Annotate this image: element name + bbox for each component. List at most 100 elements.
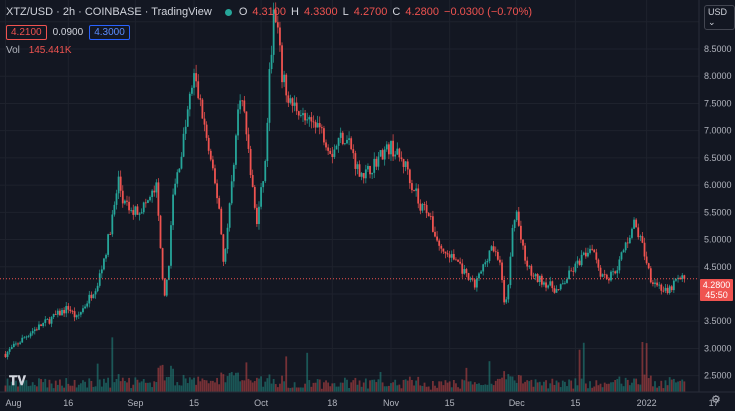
volume-bar [385,386,388,392]
candle-body [308,117,311,120]
volume-bar [591,387,594,392]
candle-body [396,148,399,155]
volume-bar [679,380,682,392]
volume-bar [159,365,162,392]
volume-bar [142,379,145,392]
candle-body [230,181,233,204]
candle-body [486,260,489,263]
candle-body [390,140,392,155]
candle-body [664,287,667,291]
time-tick-label: Sep [127,398,143,408]
volume-bar [637,384,640,392]
candle-body [167,265,170,280]
volume-bar [75,387,78,392]
volume-bar [480,385,482,392]
volume-bar [249,380,252,392]
volume-bar [247,378,250,392]
volume-bar [557,382,560,392]
candle-body [115,193,118,205]
candle-body [582,252,585,255]
last-price-tag: 4.2800 45:50 [700,279,733,301]
volume-bar [608,383,610,392]
volume-bar [486,384,489,392]
bid-button[interactable]: 4.2100 [6,25,47,40]
candle-body [50,317,53,324]
volume-bar [343,377,346,392]
price-tick-label: 3.0000 [704,343,732,353]
candle-body [237,109,239,136]
volume-bar [98,379,101,392]
volume-bar [61,385,63,392]
volume-bar [59,379,61,392]
candle-body [318,123,321,128]
candle-body [134,206,137,215]
volume-bar [662,388,665,392]
candle-body [616,270,619,274]
candle-body [603,274,606,276]
candle-body [63,309,66,314]
volume-bar [543,381,545,392]
volume-bar [421,386,424,392]
candle-body [211,159,214,169]
volume-bar [626,379,629,392]
candle-body [515,211,518,221]
volume-bar [155,382,158,392]
time-tick-label: Nov [383,398,400,408]
tradingview-logo-icon[interactable]: 𝐓𝐕 [9,373,26,388]
candle-body [471,278,474,280]
candle-body [522,239,524,246]
volume-bar [484,384,487,392]
volume-bar [534,379,537,392]
candle-body [369,165,371,175]
volume-bar [507,374,510,392]
volume-bar [274,384,277,392]
candle-body [543,282,545,285]
candle-body [48,319,51,324]
volume-bar [222,374,225,392]
volume-bar [643,374,646,392]
volume-bar [228,373,231,392]
candle-body [105,254,107,259]
time-tick-label: 15 [445,398,455,408]
volume-bar [683,381,686,392]
candle-body [17,343,19,345]
candle-body [128,201,130,211]
candle-body [624,242,627,251]
volume-bar [639,384,642,392]
candle-body [415,188,418,191]
gear-icon[interactable]: ⚙ [711,394,721,406]
candle-body [297,111,300,116]
volume-bar [52,388,55,392]
currency-button[interactable]: USD ⌄ [704,5,735,30]
candle-body [302,113,304,116]
volume-bar [21,383,24,392]
volume-bar [297,387,300,392]
volume-bar [561,380,564,392]
candle-body [180,156,183,169]
volume-bar [320,388,323,392]
volume-bar [645,343,648,392]
volume-bar [549,383,552,392]
candle-body [71,311,74,312]
candle-body [306,119,309,121]
ask-button[interactable]: 4.3000 [89,25,130,40]
volume-bar [538,381,541,392]
candle-body [304,113,306,121]
symbol-label[interactable]: XTZ/USD · 2h · COINBASE · TradingView [6,6,212,18]
volume-bar [367,388,369,392]
volume-bar [572,388,575,392]
volume-bar [272,378,275,392]
candle-body [591,248,594,250]
volume-bar [654,381,656,392]
candle-body [272,9,275,55]
candle-body [578,260,581,266]
candle-body [346,139,348,144]
candle-body [362,173,365,179]
candle-body [279,27,281,46]
candle-body [597,259,600,268]
volume-bar [599,383,602,392]
candle-body [478,273,480,279]
volume-bar [589,381,591,392]
candle-body [218,198,221,209]
